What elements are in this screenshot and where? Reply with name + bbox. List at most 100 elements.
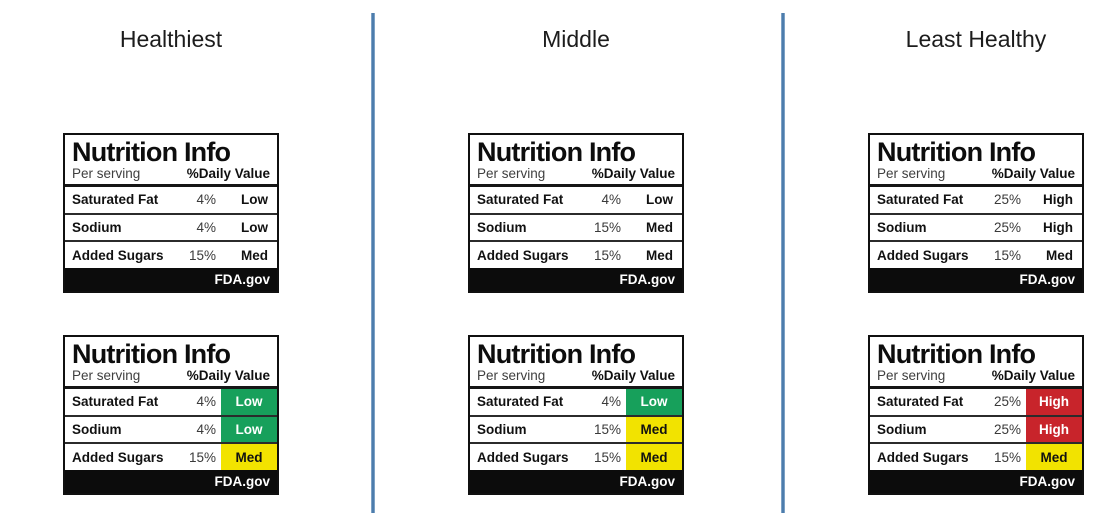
fda-gov-bar: FDA.gov <box>870 268 1082 291</box>
nutrition-label-header: Nutrition Info Per serving %Daily Value <box>65 135 277 184</box>
nutrition-label-subheader: Per serving %Daily Value <box>877 166 1075 182</box>
column-header: Least Healthy <box>905 26 1047 52</box>
daily-value-label: %Daily Value <box>591 166 675 181</box>
daily-value-percent: 4% <box>196 192 216 208</box>
daily-value-label: %Daily Value <box>186 166 270 181</box>
per-serving-label: Per serving <box>477 368 546 383</box>
nutrient-row: Added Sugars 15% Med <box>65 442 277 470</box>
header-rule <box>870 386 1082 389</box>
column-divider <box>781 13 785 513</box>
nutrient-row: Saturated Fat 4% Low <box>470 187 682 213</box>
header-rule <box>870 184 1082 187</box>
nutrition-label-colored: Nutrition Info Per serving %Daily Value Sat… <box>63 335 279 495</box>
nutrient-row: Sodium 4% Low <box>65 212 277 241</box>
nutrient-row: Sodium 4% Low <box>65 414 277 443</box>
fda-gov-bar: FDA.gov <box>65 470 277 493</box>
daily-value-percent: 15% <box>593 449 621 465</box>
nutrient-row: Saturated Fat 4% Low <box>65 388 277 415</box>
rating-badge: Low <box>241 192 268 208</box>
daily-value-percent: 15% <box>593 421 621 437</box>
column-divider <box>371 13 375 513</box>
column-middle: Middle Nutrition Info Per serving %Daily Va… <box>468 0 684 513</box>
nutrition-label-plain: Nutrition Info Per serving %Daily Value Sat… <box>63 133 279 293</box>
nutrition-label-plain: Nutrition Info Per serving %Daily Value Sat… <box>868 133 1084 293</box>
nutrition-label-header: Nutrition Info Per serving %Daily Value <box>870 337 1082 386</box>
nutrient-row: Sodium 25% High <box>870 212 1082 241</box>
rating-badge: Med <box>646 219 673 235</box>
nutrient-name: Added Sugars <box>877 247 969 263</box>
rating-badge: High <box>1043 192 1073 208</box>
fda-gov-bar: FDA.gov <box>870 470 1082 493</box>
daily-value-percent: 15% <box>593 247 621 263</box>
daily-value-label: %Daily Value <box>186 368 270 383</box>
nutrition-label-colored: Nutrition Info Per serving %Daily Value Sat… <box>468 335 684 495</box>
nutrition-info-title: Nutrition Info <box>477 137 636 167</box>
rating-badge: High <box>1026 416 1082 443</box>
nutrition-label-colored: Nutrition Info Per serving %Daily Value Sat… <box>868 335 1084 495</box>
fda-gov-bar: FDA.gov <box>65 268 277 291</box>
rating-badge: Med <box>221 444 277 470</box>
nutrient-name: Saturated Fat <box>72 394 159 410</box>
daily-value-percent: 4% <box>196 394 216 410</box>
per-serving-label: Per serving <box>72 166 141 181</box>
daily-value-percent: 25% <box>993 192 1021 208</box>
nutrient-name: Sodium <box>72 219 122 235</box>
rating-badge: Med <box>1046 247 1073 263</box>
daily-value-label: %Daily Value <box>591 368 675 383</box>
nutrition-label-subheader: Per serving %Daily Value <box>72 368 270 384</box>
nutrition-label-header: Nutrition Info Per serving %Daily Value <box>470 135 682 184</box>
nutrition-label-header: Nutrition Info Per serving %Daily Value <box>470 337 682 386</box>
nutrient-row: Saturated Fat 25% High <box>870 388 1082 415</box>
nutrient-name: Added Sugars <box>877 449 969 465</box>
nutrient-name: Added Sugars <box>72 247 164 263</box>
nutrient-row: Sodium 15% Med <box>470 212 682 241</box>
rating-badge: Med <box>1026 444 1082 470</box>
nutrient-name: Saturated Fat <box>72 192 159 208</box>
rating-badge: Low <box>626 388 682 415</box>
nutrition-info-title: Nutrition Info <box>477 339 636 369</box>
nutrient-name: Sodium <box>477 219 527 235</box>
nutrient-name: Sodium <box>877 421 927 437</box>
daily-value-percent: 25% <box>993 394 1021 410</box>
nutrition-info-title: Nutrition Info <box>72 137 231 167</box>
daily-value-percent: 15% <box>188 247 216 263</box>
rating-badge: Med <box>626 416 682 443</box>
nutrient-name: Added Sugars <box>72 449 164 465</box>
daily-value-percent: 4% <box>601 394 621 410</box>
daily-value-percent: 15% <box>593 219 621 235</box>
daily-value-percent: 4% <box>196 421 216 437</box>
per-serving-label: Per serving <box>877 166 946 181</box>
column-header: Healthiest <box>119 26 223 52</box>
daily-value-percent: 4% <box>196 219 216 235</box>
nutrient-name: Sodium <box>877 219 927 235</box>
header-rule <box>470 386 682 389</box>
daily-value-percent: 15% <box>188 449 216 465</box>
fda-gov-bar: FDA.gov <box>470 268 682 291</box>
nutrient-name: Saturated Fat <box>477 192 564 208</box>
nutrient-name: Saturated Fat <box>877 192 964 208</box>
daily-value-percent: 4% <box>601 192 621 208</box>
nutrition-info-title: Nutrition Info <box>877 339 1036 369</box>
nutrient-name: Sodium <box>477 421 527 437</box>
nutrient-row: Added Sugars 15% Med <box>870 442 1082 470</box>
nutrition-info-title: Nutrition Info <box>877 137 1036 167</box>
daily-value-percent: 15% <box>993 247 1021 263</box>
nutrient-name: Added Sugars <box>477 247 569 263</box>
nutrition-label-header: Nutrition Info Per serving %Daily Value <box>870 135 1082 184</box>
nutrient-row: Sodium 15% Med <box>470 414 682 443</box>
nutrient-row: Saturated Fat 25% High <box>870 187 1082 213</box>
nutrient-name: Saturated Fat <box>877 394 964 410</box>
nutrient-row: Saturated Fat 4% Low <box>65 187 277 213</box>
rating-badge: High <box>1043 219 1073 235</box>
daily-value-percent: 25% <box>993 421 1021 437</box>
rating-badge: Low <box>241 219 268 235</box>
nutrition-label-subheader: Per serving %Daily Value <box>477 166 675 182</box>
daily-value-label: %Daily Value <box>991 166 1075 181</box>
nutrient-row: Added Sugars 15% Med <box>65 240 277 268</box>
nutrition-info-title: Nutrition Info <box>72 339 231 369</box>
nutrient-name: Sodium <box>72 421 122 437</box>
per-serving-label: Per serving <box>477 166 546 181</box>
nutrition-label-plain: Nutrition Info Per serving %Daily Value Sat… <box>468 133 684 293</box>
header-rule <box>470 184 682 187</box>
